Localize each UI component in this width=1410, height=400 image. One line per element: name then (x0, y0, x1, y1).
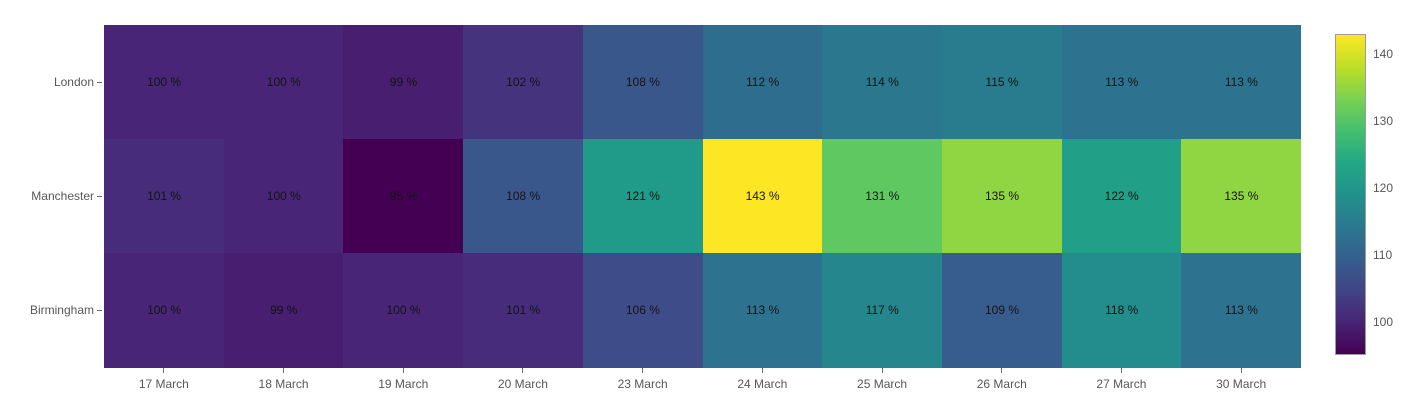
colorbar-gradient (1336, 35, 1365, 354)
x-axis-label: 24 March (737, 377, 788, 391)
cell-value-label: 100 % (266, 75, 301, 90)
heatmap-cell[interactable]: 113 % (1061, 25, 1182, 140)
heatmap-cell[interactable]: 143 % (702, 139, 823, 254)
heatmap-cell[interactable]: 100 % (223, 25, 344, 140)
x-axis-label: 20 March (497, 377, 548, 391)
y-axis-tick (97, 310, 102, 311)
x-axis-label: 26 March (976, 377, 1027, 391)
cell-value-label: 113 % (1224, 303, 1258, 318)
cell-value-label: 122 % (1104, 189, 1139, 204)
y-axis-label: London (53, 75, 94, 89)
colorbar (1335, 34, 1366, 355)
heatmap-cell[interactable]: 100 % (223, 139, 344, 254)
heatmap-cell[interactable]: 95 % (343, 139, 464, 254)
cell-value-label: 113 % (746, 303, 780, 318)
heatmap-cell[interactable]: 101 % (104, 139, 225, 254)
colorbar-tick-label: 100 (1373, 314, 1394, 329)
heatmap-cell[interactable]: 122 % (1061, 139, 1182, 254)
x-axis-tick (522, 368, 524, 373)
cell-value-label: 108 % (506, 189, 541, 204)
heatmap-cell[interactable]: 117 % (822, 253, 943, 368)
x-axis-tick (283, 368, 285, 373)
heatmap-cell[interactable]: 113 % (1181, 25, 1302, 140)
x-axis-label: 17 March (138, 377, 189, 391)
heatmap-cell[interactable]: 100 % (104, 253, 225, 368)
x-axis-tick (642, 368, 644, 373)
heatmap-cell[interactable]: 131 % (822, 139, 943, 254)
cell-value-label: 95 % (389, 189, 418, 204)
heatmap-cell[interactable]: 109 % (941, 253, 1063, 368)
cell-value-label: 99 % (389, 75, 418, 90)
heatmap-cell[interactable]: 113 % (1181, 253, 1302, 368)
x-axis-tick (1001, 368, 1003, 373)
colorbar-tick-label: 120 (1373, 180, 1394, 195)
y-axis-label: Manchester (31, 189, 94, 203)
y-axis-tick (97, 196, 102, 197)
heatmap-cell[interactable]: 100 % (104, 25, 225, 140)
x-axis-tick (163, 368, 165, 373)
x-axis-tick (881, 368, 883, 373)
cell-value-label: 143 % (745, 189, 780, 204)
cell-value-label: 135 % (1224, 189, 1259, 204)
heatmap-cell[interactable]: 118 % (1061, 253, 1182, 368)
heatmap-cell[interactable]: 114 % (822, 25, 943, 140)
cell-value-label: 131 % (865, 189, 900, 204)
heatmap-cell[interactable]: 108 % (582, 25, 703, 140)
cell-value-label: 118 % (1105, 303, 1139, 318)
x-axis-tick (761, 368, 763, 373)
cell-value-label: 108 % (625, 75, 660, 90)
cell-value-label: 117 % (865, 303, 899, 318)
cell-value-label: 106 % (625, 303, 660, 318)
x-axis-label: 18 March (258, 377, 309, 391)
heatmap-cell[interactable]: 108 % (463, 139, 584, 254)
heatmap-cell[interactable]: 112 % (702, 25, 823, 140)
x-axis-label: 27 March (1096, 377, 1147, 391)
x-axis-tick (1240, 368, 1242, 373)
cell-value-label: 100 % (266, 189, 301, 204)
cell-value-label: 109 % (984, 303, 1019, 318)
heatmap-cell[interactable]: 100 % (343, 253, 464, 368)
cell-value-label: 113 % (1224, 75, 1258, 90)
cell-value-label: 99 % (270, 303, 298, 318)
heatmap-cell[interactable]: 99 % (343, 25, 464, 140)
colorbar-tick-label: 130 (1373, 113, 1394, 128)
cell-value-label: 100 % (147, 75, 182, 90)
cell-value-label: 113 % (1105, 75, 1139, 90)
x-axis-label: 30 March (1216, 377, 1267, 391)
heatmap-cell[interactable]: 135 % (941, 139, 1063, 254)
cell-value-label: 101 % (147, 189, 182, 204)
cell-value-label: 100 % (147, 303, 182, 318)
heatmap-cell[interactable]: 121 % (582, 139, 703, 254)
heatmap-cell[interactable]: 113 % (702, 253, 823, 368)
x-axis-label: 25 March (857, 377, 908, 391)
cell-value-label: 114 % (865, 75, 899, 90)
cell-value-label: 112 % (746, 75, 780, 90)
cell-value-label: 115 % (985, 75, 1019, 90)
cell-value-label: 100 % (386, 303, 421, 318)
x-axis-tick (402, 368, 404, 373)
y-axis-tick (97, 82, 102, 83)
heatmap-cell[interactable]: 102 % (463, 25, 584, 140)
heatmap-cell[interactable]: 99 % (223, 253, 344, 368)
heatmap-cell[interactable]: 106 % (582, 253, 703, 368)
x-axis-tick (1120, 368, 1122, 373)
heatmap-cell[interactable]: 101 % (463, 253, 584, 368)
heatmap-cell[interactable]: 135 % (1181, 139, 1302, 254)
cell-value-label: 101 % (506, 303, 541, 318)
colorbar-tick-label: 140 (1373, 47, 1394, 62)
y-axis-label: Birmingham (29, 303, 94, 317)
cell-value-label: 121 % (625, 189, 660, 204)
x-axis-label: 19 March (378, 377, 429, 391)
heatmap-cell[interactable]: 115 % (941, 25, 1063, 140)
cell-value-label: 135 % (984, 189, 1019, 204)
cell-value-label: 102 % (506, 75, 541, 90)
colorbar-tick-label: 110 (1373, 247, 1393, 262)
x-axis-label: 23 March (617, 377, 668, 391)
